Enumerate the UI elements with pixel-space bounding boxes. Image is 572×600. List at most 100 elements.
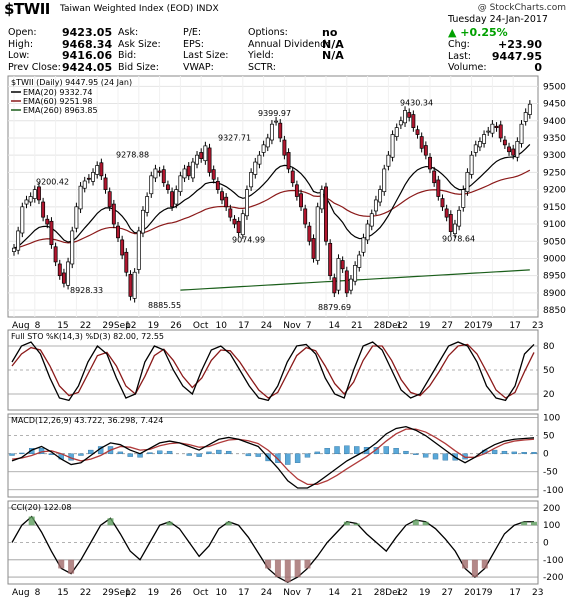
- cci-x-tick-label: 7: [306, 588, 312, 598]
- candle-body: [448, 214, 453, 232]
- x-tick-label: Oct: [193, 321, 209, 331]
- x-tick-label: 27: [442, 321, 453, 331]
- cci-extreme-fill: [343, 521, 350, 526]
- candle-body: [141, 209, 145, 234]
- candle-body: [107, 191, 112, 208]
- x-tick-label: 19: [148, 321, 160, 331]
- macd-title: MACD(12,26,9) 43.722, 36.298, 7.424: [11, 416, 163, 425]
- candle-body: [523, 112, 528, 122]
- stat-right-value: N/A: [322, 37, 344, 51]
- candle-body: [502, 139, 507, 146]
- macd-hist-bar: [206, 451, 212, 454]
- macd-frame: [7, 413, 539, 498]
- cci-x-tick-label: 28Dec: [374, 588, 403, 598]
- candle-body: [199, 152, 204, 159]
- quote-date: Tuesday 24-Jan-2017: [448, 14, 548, 25]
- cci-x-tick-label: 17: [509, 588, 520, 598]
- stat-left-value: 9423.05: [62, 26, 113, 39]
- candle-body: [332, 277, 337, 294]
- x-tick-label: 23: [532, 321, 543, 331]
- candle-body: [220, 191, 224, 201]
- cci-x-tick-label: 19: [148, 588, 160, 598]
- stat-left-value: 9424.05: [62, 60, 113, 74]
- candle-body: [461, 189, 466, 208]
- candle-body: [215, 181, 220, 190]
- symbol-title: $TWII: [4, 0, 50, 18]
- candle-body: [78, 185, 83, 210]
- macd-hist-bar: [511, 451, 518, 454]
- x-tick-label: Aug: [12, 321, 30, 331]
- candle-body: [41, 201, 46, 218]
- price-annotation: 8928.33: [70, 286, 103, 295]
- cci-x-tick-label: 26: [170, 588, 182, 598]
- price-annotation: 9078.64: [442, 234, 475, 243]
- macd-hist-bar: [314, 451, 321, 454]
- candle-body: [170, 191, 175, 208]
- stat-far-value: +23.90: [497, 38, 542, 51]
- candle-body: [86, 177, 91, 180]
- stat-far-value: 9447.95: [491, 49, 542, 63]
- stat-mid-label: Ask Size:: [118, 38, 161, 50]
- candle-body: [440, 198, 445, 208]
- candle-body: [20, 206, 25, 234]
- candle-body: [398, 120, 403, 126]
- stat-mid2-label: EPS:: [183, 38, 204, 50]
- candle-body: [182, 168, 187, 179]
- candle-body: [344, 270, 349, 294]
- x-tick-label: 8: [35, 321, 41, 331]
- candle-body: [432, 170, 437, 184]
- candle-body: [32, 189, 37, 199]
- cci-tick-label: -100: [543, 556, 564, 566]
- price-tick-label: 9450: [543, 100, 566, 110]
- macd-hist-bar: [127, 453, 133, 457]
- candle-body: [261, 144, 266, 153]
- macd-tick-label: 100: [543, 414, 560, 424]
- candle-body: [165, 184, 170, 190]
- price-annotation: 8885.55: [148, 301, 181, 310]
- sto-d-line: [11, 343, 535, 399]
- macd-hist-bar: [166, 450, 173, 454]
- x-tick-label: 2017: [464, 321, 487, 331]
- cci-extreme-fill: [294, 559, 301, 578]
- candle-body: [473, 144, 478, 153]
- price-tick-label: 9350: [543, 134, 566, 144]
- macd-line: [11, 425, 535, 489]
- stat-right-label: Annual Dividend:: [248, 38, 330, 50]
- candle-body: [57, 263, 62, 277]
- candle-body: [307, 225, 312, 242]
- legend-entry: EMA(60) 9251.98: [23, 97, 92, 106]
- candle-body: [190, 161, 195, 179]
- candle-body: [303, 208, 308, 225]
- price-tick-label: 8950: [543, 272, 566, 282]
- candle-body: [249, 172, 254, 188]
- candle-body: [311, 238, 316, 259]
- candle-body: [245, 189, 249, 217]
- cci-extreme-fill: [274, 559, 281, 578]
- candle-body: [228, 208, 233, 218]
- candle-body: [186, 165, 191, 177]
- price-annotation: 8879.69: [318, 303, 351, 312]
- candle-body: [511, 148, 516, 156]
- candle-body: [195, 154, 199, 165]
- macd-tick-label: -100: [543, 486, 564, 496]
- cci-title: CCI(20) 122.08: [11, 503, 72, 512]
- cci-extreme-fill: [265, 559, 272, 569]
- cci-extreme-fill: [28, 516, 35, 526]
- candle-body: [128, 273, 133, 297]
- candle-body: [361, 237, 366, 253]
- candle-body: [527, 103, 532, 115]
- legend-entry: EMA(260) 8963.85: [23, 106, 98, 115]
- legend-entry: EMA(20) 9332.74: [23, 88, 92, 97]
- macd-hist-bar: [403, 450, 409, 454]
- candle-body: [444, 208, 449, 218]
- candle-body: [419, 136, 424, 149]
- candle-body: [161, 169, 166, 184]
- stat-far-label: Volume:: [448, 62, 487, 73]
- price-annotation: 9327.71: [218, 134, 251, 143]
- x-tick-label: 28Dec: [374, 321, 403, 331]
- candle-body: [382, 168, 387, 193]
- cci-x-tick-label: 2017: [464, 588, 487, 598]
- candle-body: [61, 272, 66, 284]
- candle-body: [53, 246, 58, 263]
- candle-body: [465, 172, 470, 193]
